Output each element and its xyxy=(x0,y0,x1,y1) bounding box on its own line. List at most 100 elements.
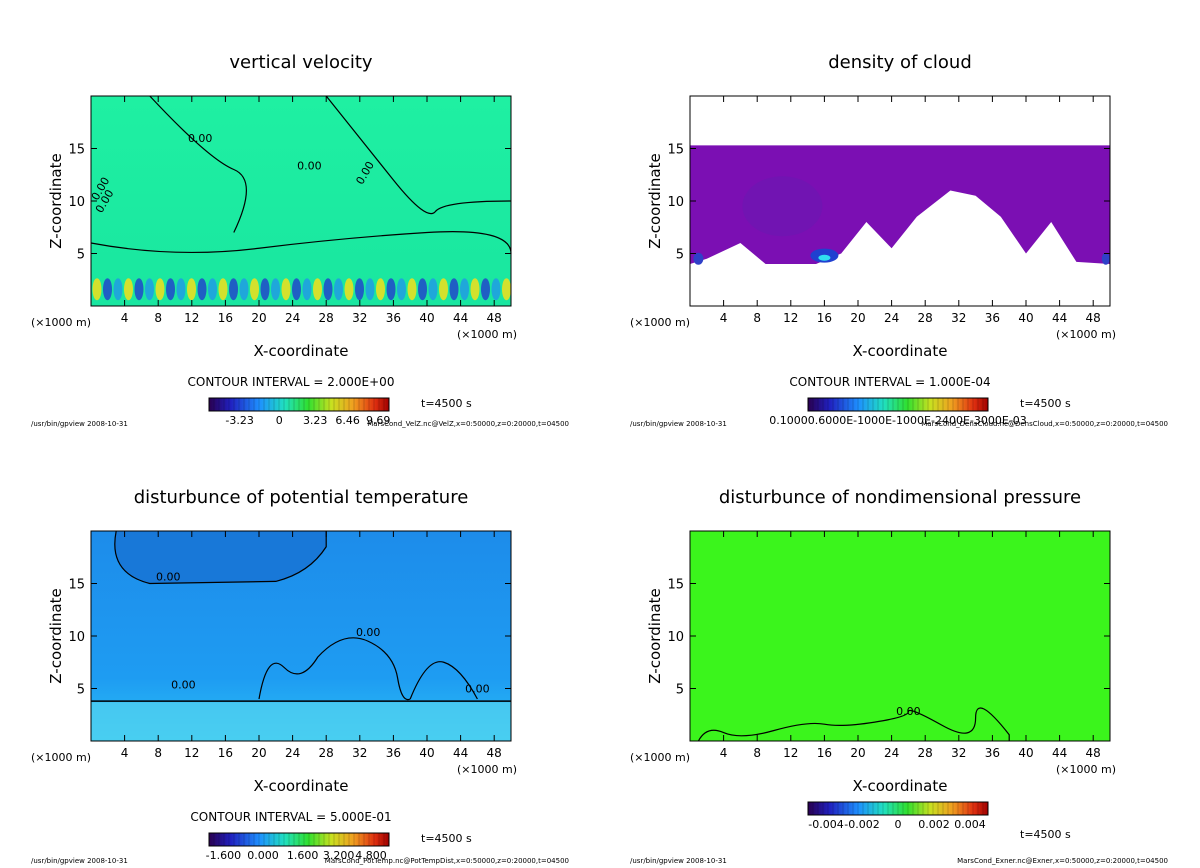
field-cell xyxy=(376,278,385,301)
field-cell xyxy=(187,278,196,301)
colorbar-tick-label: 0 xyxy=(276,414,283,427)
field-cell xyxy=(271,278,280,301)
field-cell xyxy=(344,278,354,301)
colorbar-tick-label: 3.23 xyxy=(303,414,328,427)
y-tick-label: 10 xyxy=(68,630,85,645)
x-tick-label: 20 xyxy=(850,746,865,760)
contour-label: 0.00 xyxy=(188,132,213,145)
colorbar-tick-label: 0.000 xyxy=(247,849,279,862)
x-axis-label: X-coordinate xyxy=(254,342,349,360)
footer-left: /usr/bin/gpview 2008-10-31 xyxy=(630,420,727,428)
colorbar-tick-label: -1.600 xyxy=(206,849,241,862)
colorbar-tick-label: 0.002 xyxy=(918,818,950,831)
field-cell xyxy=(460,278,469,301)
footer-left: /usr/bin/gpview 2008-10-31 xyxy=(630,857,727,865)
time-label: t=4500 s xyxy=(1020,397,1071,410)
field-band xyxy=(91,702,511,741)
colorbar-tick-label: 4.800 xyxy=(355,849,387,862)
contour-line xyxy=(90,231,512,254)
y-axis-label: Z-coordinate xyxy=(47,588,65,683)
plot-area xyxy=(91,530,511,741)
y-axis-label: Z-coordinate xyxy=(646,153,664,248)
x-unit-left: (×1000 m) xyxy=(630,316,690,329)
chart-title: density of cloud xyxy=(828,52,972,73)
y-tick-label: 10 xyxy=(667,195,684,210)
y-tick-label: 5 xyxy=(676,683,684,698)
contour-label: 0.00 xyxy=(356,626,381,639)
field-cell xyxy=(260,278,270,301)
x-unit-left: (×1000 m) xyxy=(630,751,690,764)
x-tick-label: 8 xyxy=(753,746,761,760)
contour-line xyxy=(325,95,512,215)
x-tick-label: 48 xyxy=(487,311,502,325)
x-tick-label: 44 xyxy=(1052,746,1067,760)
x-unit-left: (×1000 m) xyxy=(31,316,91,329)
field-cell xyxy=(113,278,123,301)
x-tick-label: 40 xyxy=(419,311,434,325)
colorbar-tick-label: 3.200 xyxy=(323,849,355,862)
field-cell xyxy=(292,278,301,301)
contour-line xyxy=(409,661,478,700)
x-tick-label: 32 xyxy=(352,311,367,325)
colorbar: 0.10000.6000E-1000E-1000E-2400E-3000E-03 xyxy=(769,397,1027,427)
x-axis-label: X-coordinate xyxy=(853,777,948,795)
colorbar: -1.600 0.000 1.600 3.200 4.800 xyxy=(206,832,390,862)
footer-right: MarsCond_DensCloud.nc@DensCloud,x=0:5000… xyxy=(921,420,1168,428)
x-unit-left: (×1000 m) xyxy=(31,751,91,764)
field-cell xyxy=(397,278,406,301)
field-cell xyxy=(250,278,259,301)
colorbar: -3.23 0 3.23 6.46 9.69 xyxy=(208,397,390,427)
colorbar-gradient xyxy=(208,832,390,847)
field-cell xyxy=(176,278,186,301)
x-tick-label: 44 xyxy=(453,311,468,325)
contour-label: 0.00 xyxy=(171,679,196,692)
field-cell xyxy=(323,278,333,301)
x-tick-label: 12 xyxy=(783,746,798,760)
field-cell xyxy=(155,278,165,301)
x-tick-label: 44 xyxy=(453,746,468,760)
contour-line xyxy=(697,707,1010,742)
x-axis-label: X-coordinate xyxy=(254,777,349,795)
x-tick-label: 20 xyxy=(850,311,865,325)
contour-line xyxy=(258,637,411,701)
footer-left: /usr/bin/gpview 2008-10-31 xyxy=(31,857,128,865)
x-unit-right: (×1000 m) xyxy=(1056,763,1116,776)
x-unit-right: (×1000 m) xyxy=(1056,328,1116,341)
y-axis-label: Z-coordinate xyxy=(47,153,65,248)
footer-right: MarsCond_PotTemp.nc@PotTempDist,x=0:5000… xyxy=(325,857,569,865)
field-cell xyxy=(502,278,511,301)
field-cell xyxy=(449,278,459,301)
x-tick-label: 28 xyxy=(918,746,933,760)
field-cell xyxy=(470,278,480,301)
x-tick-label: 20 xyxy=(251,311,266,325)
x-tick-label: 16 xyxy=(218,311,233,325)
x-unit-right: (×1000 m) xyxy=(457,328,517,341)
field-cell xyxy=(491,278,501,301)
field-cell xyxy=(281,278,291,301)
contour-interval: CONTOUR INTERVAL = 5.000E-01 xyxy=(190,810,391,824)
contour-interval: CONTOUR INTERVAL = 2.000E+00 xyxy=(188,375,395,389)
y-tick-label: 5 xyxy=(77,683,85,698)
x-tick-label: 8 xyxy=(154,311,162,325)
chart-title: disturbunce of potential temperature xyxy=(134,487,469,508)
footer-right: MarsCond_VelZ.nc@VelZ,x=0:50000,z=0:2000… xyxy=(367,420,569,428)
plot-area xyxy=(90,95,512,306)
colorbar-tick-label: -0.004 xyxy=(808,818,843,831)
field-cell xyxy=(365,278,375,301)
y-tick-label: 15 xyxy=(667,143,684,158)
x-tick-label: 48 xyxy=(1086,746,1101,760)
x-axis-label: X-coordinate xyxy=(853,342,948,360)
cloud-core xyxy=(1101,252,1110,265)
field-background xyxy=(690,531,1110,741)
x-tick-label: 24 xyxy=(285,311,300,325)
x-tick-label: 48 xyxy=(1086,311,1101,325)
x-tick-label: 36 xyxy=(985,311,1000,325)
x-tick-label: 32 xyxy=(951,746,966,760)
x-tick-label: 12 xyxy=(184,311,199,325)
y-tick-label: 15 xyxy=(68,143,85,158)
y-tick-label: 10 xyxy=(667,630,684,645)
field-cell xyxy=(386,278,396,301)
field-background xyxy=(91,96,511,306)
